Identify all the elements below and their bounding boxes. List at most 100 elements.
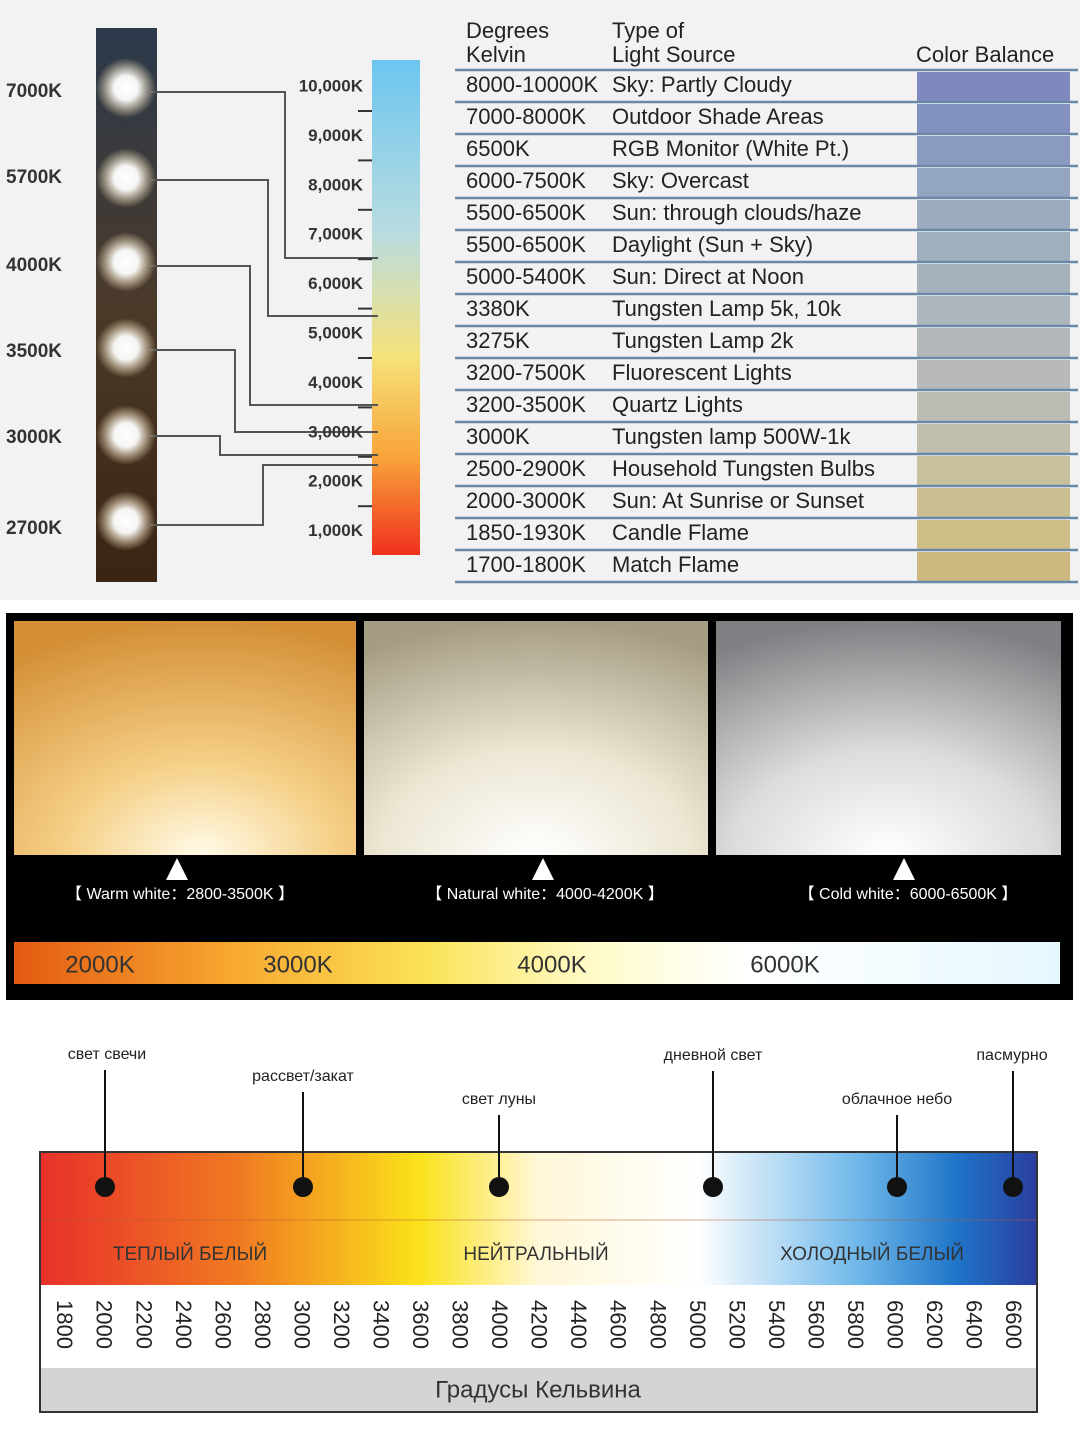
led-label: 4000K — [6, 255, 62, 276]
scale-number: 3200 — [329, 1300, 354, 1349]
kelvin-cell: 5000-5400K — [466, 264, 586, 289]
white-type-label: 【 Cold white：6000-6500K 】 — [799, 886, 1018, 903]
kelvin-cell: 5500-6500K — [466, 232, 586, 257]
bar-label: 6000K — [750, 951, 819, 978]
source-dot — [887, 1177, 907, 1197]
color-swatch — [917, 328, 1070, 357]
scale-number: 5600 — [803, 1300, 828, 1349]
source-dot — [489, 1177, 509, 1197]
color-swatch — [917, 456, 1070, 485]
source-dot — [703, 1177, 723, 1197]
source-cell: Quartz Lights — [612, 392, 743, 417]
scale-number: 2800 — [250, 1300, 275, 1349]
led-label: 5700K — [6, 167, 62, 188]
zone-label: ТЕПЛЫЙ БЕЛЫЙ — [113, 1243, 267, 1265]
source-label: дневной свет — [664, 1047, 763, 1064]
connector — [150, 179, 378, 317]
source-label: рассвет/закат — [252, 1068, 354, 1085]
scale-number: 4600 — [606, 1300, 631, 1349]
top-panel-bg — [0, 0, 1080, 600]
table-header: Color Balance — [916, 42, 1054, 67]
scale-number: 4400 — [566, 1300, 591, 1349]
zone-label: НЕЙТРАЛЬНЫЙ — [463, 1243, 608, 1265]
source-dot — [95, 1177, 115, 1197]
color-swatch — [917, 392, 1070, 421]
source-dot — [293, 1177, 313, 1197]
pointer — [893, 858, 915, 880]
led-label: 7000K — [6, 81, 62, 102]
pointer — [166, 858, 188, 880]
scale-number: 6600 — [1001, 1300, 1026, 1349]
spectrum-bar — [40, 1152, 1037, 1285]
source-cell: Candle Flame — [612, 520, 749, 545]
kelvin-cell: 8000-10000K — [466, 72, 598, 97]
color-swatch — [917, 136, 1070, 165]
color-swatch — [917, 104, 1070, 133]
temperature-bar — [14, 942, 1060, 984]
color-swatch — [917, 200, 1070, 229]
connector — [150, 91, 378, 259]
color-swatch — [917, 552, 1070, 581]
scale-label: 9,000K — [308, 126, 364, 145]
pointer — [532, 858, 554, 880]
table-header: Degrees — [466, 18, 549, 43]
scale-number: 3800 — [448, 1300, 473, 1349]
source-cell: Daylight (Sun + Sky) — [612, 232, 813, 257]
scale-label: 3,000K — [308, 422, 364, 441]
source-cell: Household Tungsten Bulbs — [612, 456, 875, 481]
color-swatch — [917, 520, 1070, 549]
bar-label: 3000K — [263, 951, 332, 978]
source-label: пасмурно — [976, 1047, 1047, 1064]
scale-number: 2200 — [131, 1300, 156, 1349]
scale-number: 3000 — [289, 1300, 314, 1349]
source-cell: Match Flame — [612, 552, 739, 577]
scale-label: 5,000K — [308, 323, 364, 342]
connector — [150, 435, 378, 456]
scale-label: 7,000K — [308, 225, 364, 244]
color-swatch — [917, 264, 1070, 293]
source-label: облачное небо — [842, 1091, 952, 1108]
led — [96, 491, 156, 551]
kelvin-cell: 5500-6500K — [466, 200, 586, 225]
kelvin-cell: 3275K — [466, 328, 530, 353]
axis-title: Градусы Кельвина — [435, 1376, 641, 1403]
connector — [150, 349, 378, 433]
kelvin-cell: 6500K — [466, 136, 530, 161]
source-dot — [1003, 1177, 1023, 1197]
scale-number: 2600 — [210, 1300, 235, 1349]
kelvin-cell: 3200-3500K — [466, 392, 586, 417]
kelvin-cell: 3380K — [466, 296, 530, 321]
scale-number: 1800 — [52, 1300, 77, 1349]
scale-bg — [41, 1286, 1036, 1368]
color-swatch — [917, 232, 1070, 261]
scale-number: 3600 — [408, 1300, 433, 1349]
source-cell: Sky: Partly Cloudy — [612, 72, 792, 97]
led-label: 3000K — [6, 427, 62, 448]
scale-label: 2,000K — [308, 472, 364, 491]
scale-number: 4000 — [487, 1300, 512, 1349]
led — [96, 148, 156, 208]
led — [96, 58, 156, 118]
zone-label: ХОЛОДНЫЙ БЕЛЫЙ — [780, 1243, 964, 1265]
source-label: свет свечи — [68, 1046, 146, 1063]
scale-number: 6400 — [962, 1300, 987, 1349]
kelvin-cell: 2500-2900K — [466, 456, 586, 481]
scale-number: 3400 — [369, 1300, 394, 1349]
led-strip — [96, 28, 157, 582]
connector — [150, 265, 378, 406]
scale-number: 4800 — [645, 1300, 670, 1349]
led-label: 2700K — [6, 518, 62, 539]
color-swatch — [917, 72, 1070, 101]
color-swatch — [917, 424, 1070, 453]
scale-number: 6000 — [883, 1300, 908, 1349]
axis-title-bg — [40, 1368, 1037, 1412]
neutral-photo — [364, 621, 708, 855]
source-cell: Sun: Direct at Noon — [612, 264, 804, 289]
bar-label: 4000K — [517, 951, 586, 978]
scale-number: 2400 — [171, 1300, 196, 1349]
scale-label: 4,000K — [308, 373, 364, 392]
source-cell: Fluorescent Lights — [612, 360, 792, 385]
white-type-label: 【 Warm white：2800-3500K 】 — [66, 886, 294, 903]
